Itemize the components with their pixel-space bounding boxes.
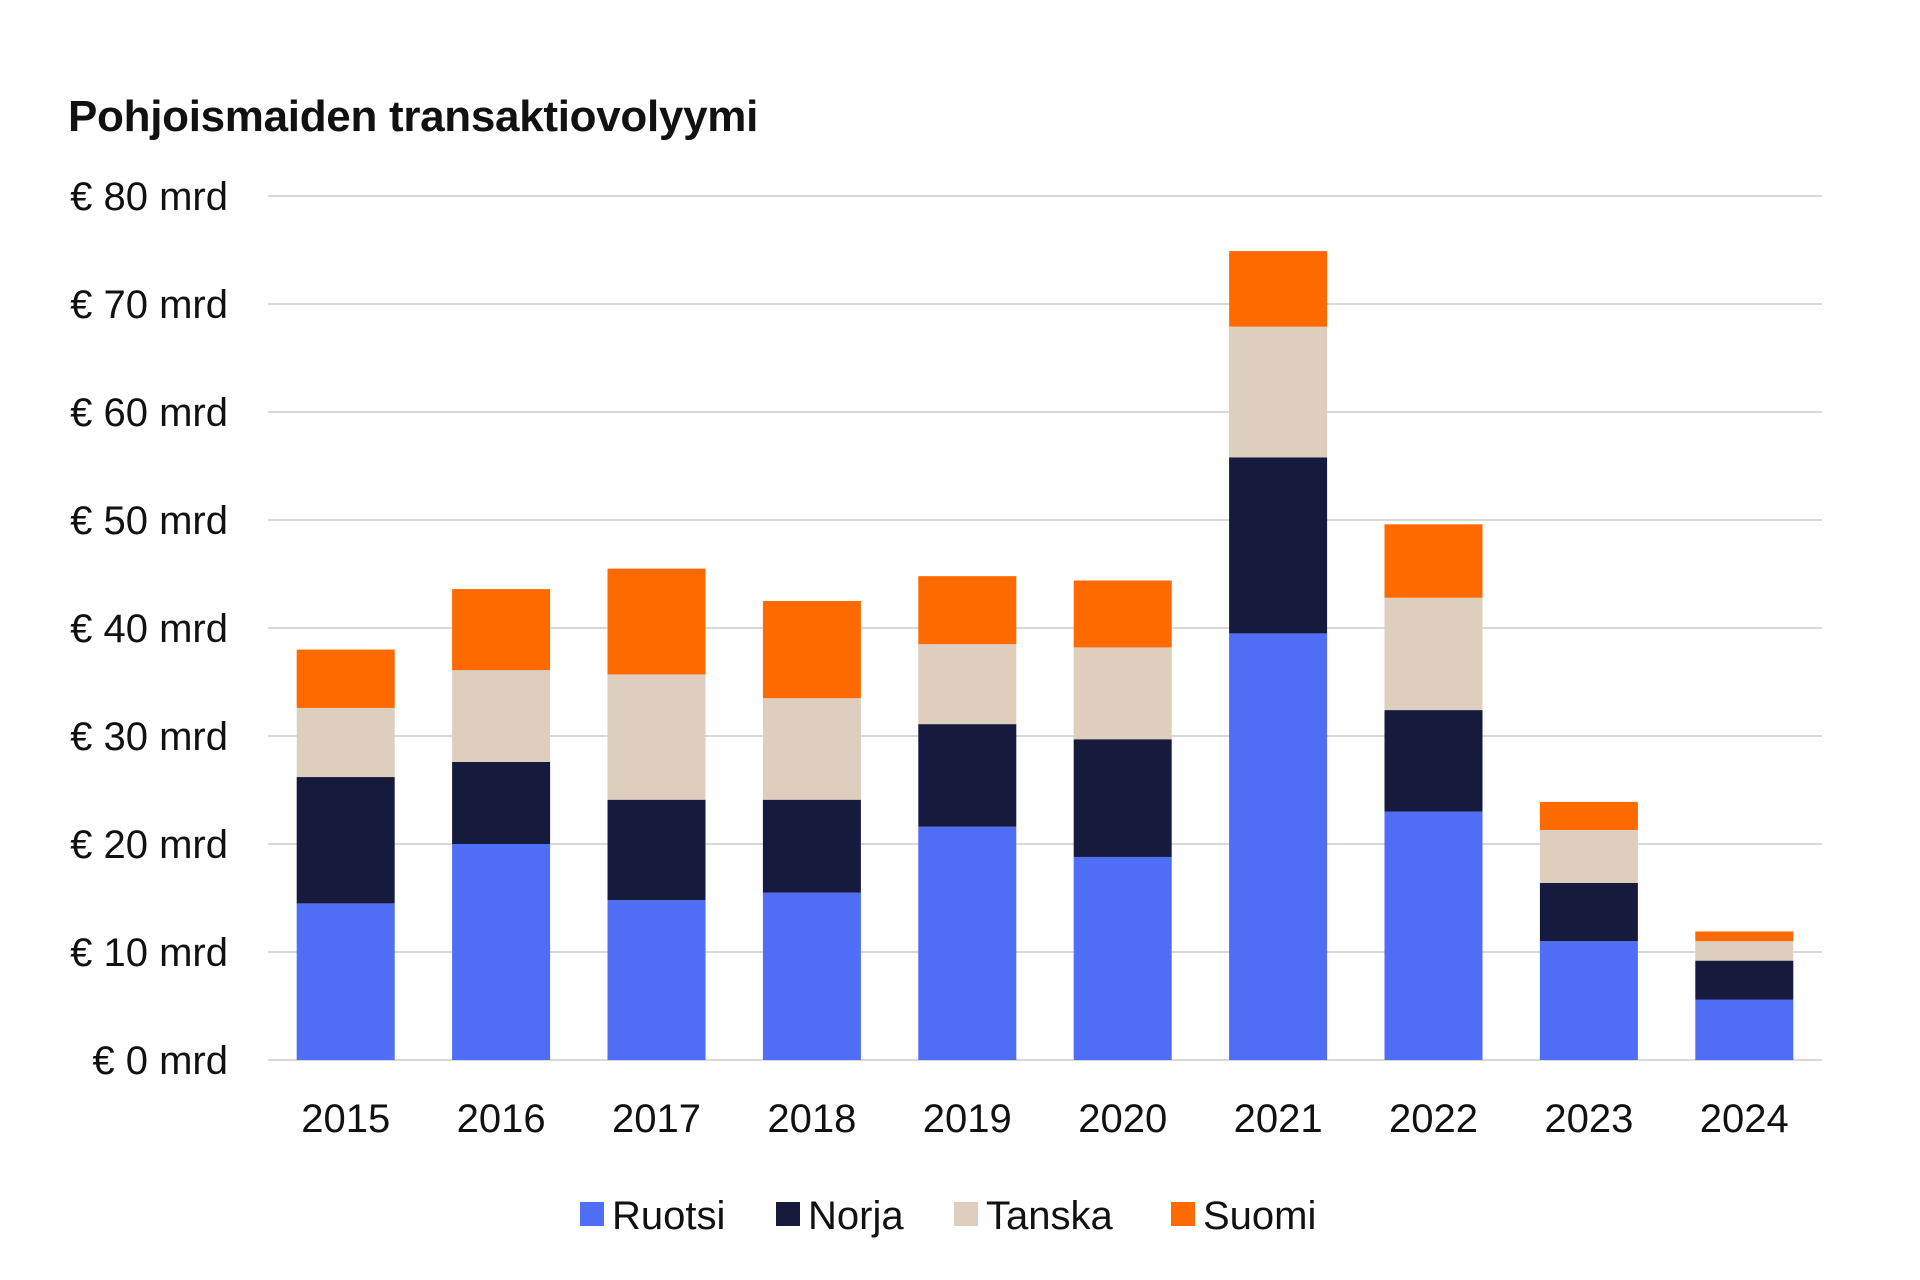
legend-swatch-norja <box>776 1202 800 1226</box>
legend-label-norja: Norja <box>808 1194 904 1238</box>
bar-norja-2017 <box>607 799 706 901</box>
bar-tanska-2022 <box>1384 597 1483 711</box>
legend-label-tanska: Tanska <box>986 1194 1113 1238</box>
y-tick-label: € 60 mrd <box>70 391 228 435</box>
bar-suomi-2015 <box>296 649 395 708</box>
bar-norja-2023 <box>1539 882 1638 942</box>
legend: Ruotsi Norja Tanska Suomi <box>580 1194 1316 1238</box>
x-tick-label: 2019 <box>923 1097 1012 1141</box>
y-tick-label: € 20 mrd <box>70 823 228 867</box>
bar-tanska-2015 <box>296 707 395 778</box>
legend-swatch-tanska <box>954 1202 978 1226</box>
bar-suomi-2020 <box>1073 580 1172 648</box>
y-tick-label: € 0 mrd <box>92 1039 228 1083</box>
legend-label-suomi: Suomi <box>1203 1194 1316 1238</box>
bar-ruotsi-2019 <box>918 826 1017 1060</box>
bar-tanska-2023 <box>1539 829 1638 883</box>
x-tick-label: 2016 <box>457 1097 546 1141</box>
bar-ruotsi-2016 <box>452 844 551 1060</box>
bar-tanska-2024 <box>1695 941 1794 961</box>
legend-swatch-suomi <box>1171 1202 1195 1226</box>
bar-tanska-2020 <box>1073 647 1172 740</box>
bar-tanska-2018 <box>762 698 861 800</box>
x-tick-label: 2017 <box>612 1097 701 1141</box>
bar-ruotsi-2020 <box>1073 856 1172 1060</box>
x-tick-label: 2024 <box>1700 1097 1789 1141</box>
bar-suomi-2018 <box>762 601 861 699</box>
bar-ruotsi-2021 <box>1229 633 1328 1060</box>
bar-norja-2024 <box>1695 960 1794 1000</box>
x-tick-label: 2023 <box>1544 1097 1633 1141</box>
x-tick-label: 2018 <box>767 1097 856 1141</box>
x-tick-label: 2015 <box>301 1097 390 1141</box>
bar-suomi-2019 <box>918 576 1017 645</box>
y-tick-label: € 30 mrd <box>70 715 228 759</box>
bar-suomi-2023 <box>1539 801 1638 830</box>
bar-tanska-2019 <box>918 644 1017 725</box>
bar-suomi-2021 <box>1229 251 1328 327</box>
bar-norja-2018 <box>762 799 861 893</box>
bar-norja-2019 <box>918 724 1017 827</box>
bar-norja-2020 <box>1073 739 1172 857</box>
bars <box>296 251 1794 1060</box>
bar-suomi-2016 <box>452 589 551 671</box>
legend-swatch-ruotsi <box>580 1202 604 1226</box>
x-axis-ticks: 2015 2016 2017 2018 2019 2020 2021 2022 2023 2024 <box>301 1097 1789 1141</box>
bar-norja-2021 <box>1229 457 1328 634</box>
bar-suomi-2024 <box>1695 931 1794 942</box>
y-tick-label: € 80 mrd <box>70 175 228 219</box>
y-tick-label: € 70 mrd <box>70 283 228 327</box>
bar-norja-2015 <box>296 777 395 904</box>
y-axis-ticks: € 0 mrd € 10 mrd € 20 mrd € 30 mrd € 40 mrd €… <box>70 175 228 1083</box>
bar-tanska-2021 <box>1229 326 1328 458</box>
bar-suomi-2017 <box>607 568 706 675</box>
bar-tanska-2017 <box>607 674 706 800</box>
bar-ruotsi-2022 <box>1384 811 1483 1060</box>
y-tick-label: € 10 mrd <box>70 931 228 975</box>
bar-suomi-2022 <box>1384 524 1483 598</box>
bar-ruotsi-2015 <box>296 903 395 1060</box>
legend-label-ruotsi: Ruotsi <box>612 1194 725 1238</box>
bar-ruotsi-2018 <box>762 892 861 1060</box>
x-tick-label: 2022 <box>1389 1097 1478 1141</box>
bar-ruotsi-2017 <box>607 900 706 1060</box>
y-tick-label: € 50 mrd <box>70 499 228 543</box>
x-tick-label: 2021 <box>1234 1097 1323 1141</box>
bar-tanska-2016 <box>452 670 551 762</box>
chart-title: Pohjoismaiden transaktiovolyymi <box>68 92 759 141</box>
y-tick-label: € 40 mrd <box>70 607 228 651</box>
bar-norja-2022 <box>1384 710 1483 812</box>
bar-norja-2016 <box>452 761 551 844</box>
bar-ruotsi-2023 <box>1539 941 1638 1060</box>
x-tick-label: 2020 <box>1078 1097 1167 1141</box>
bar-ruotsi-2024 <box>1695 999 1794 1060</box>
